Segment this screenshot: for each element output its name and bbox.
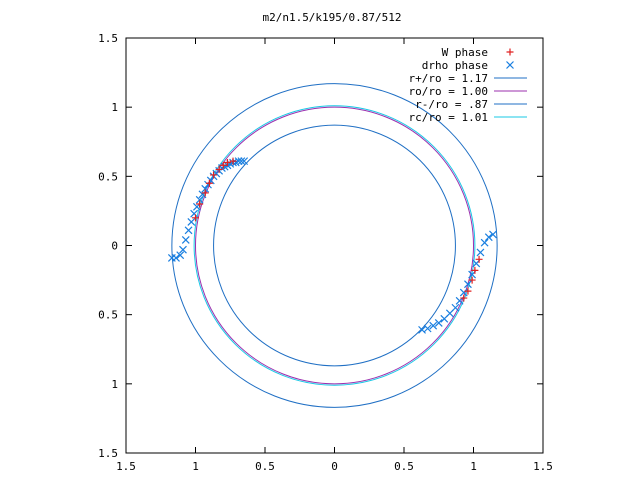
w-phase-point [196, 200, 204, 208]
w-phase-point [471, 266, 479, 274]
drho-phase-point [176, 251, 185, 260]
legend-label: W phase [442, 46, 488, 59]
x-tick-label: 1.5 [116, 460, 136, 473]
legend-label: r+/ro = 1.17 [409, 72, 488, 85]
drho-phase-point [187, 218, 196, 226]
w-phase-point [219, 161, 227, 169]
legend-marker [506, 48, 514, 56]
w-phase-point [223, 159, 231, 166]
x-tick-label: 1 [470, 460, 477, 473]
y-tick-label: 0.5 [98, 309, 118, 322]
w-phase-point [201, 189, 209, 197]
drho-phase-point [204, 180, 212, 189]
x-tick-label: 0 [331, 460, 338, 473]
w-phase-point [468, 276, 476, 284]
axis-ticks: 1.5 1 0.5 0 0.5 1 1.51.510.500.511.5 [98, 32, 553, 473]
w-phase-point [464, 287, 472, 295]
circle-r1.17 [171, 83, 498, 408]
drho-phase-point [480, 238, 489, 247]
legend-label: drho phase [422, 59, 488, 72]
circle-r1 [195, 106, 474, 385]
drho-phase-point [181, 236, 190, 244]
drho-phase-point [434, 319, 443, 327]
y-tick-label: 0 [111, 240, 118, 253]
drho-phase-point [234, 157, 243, 166]
w-phase-point [475, 255, 483, 263]
drho-phase-point [201, 184, 210, 193]
drho-phase-point [464, 280, 472, 289]
y-tick-label: 1.5 [98, 447, 118, 460]
drho-phase-point [489, 230, 497, 239]
legend-label: rc/ro = 1.01 [409, 111, 488, 124]
y-tick-label: 1.5 [98, 32, 118, 45]
w-phase-point [205, 179, 213, 187]
y-tick-label: 1 [111, 101, 118, 114]
drho-phase-point [190, 209, 199, 218]
phase-points [167, 157, 497, 334]
drho-phase-point [429, 321, 438, 330]
drho-phase-point [184, 226, 193, 235]
drho-phase-point [459, 288, 468, 297]
w-phase-point [460, 294, 468, 302]
w-phase-point [229, 157, 237, 165]
x-tick-label: 1 [192, 460, 199, 473]
circle-r0.87 [213, 124, 456, 367]
drho-phase-point [237, 157, 246, 166]
w-phase-point [210, 171, 218, 179]
w-phase-point [215, 165, 223, 173]
reference-circles [171, 83, 498, 408]
x-tick-label: 0.5 [394, 460, 414, 473]
drho-phase-point [484, 233, 493, 242]
drho-phase-point [172, 254, 180, 262]
x-tick-label: 1.5 [533, 460, 553, 473]
chart-title: m2/n1.5/k195/0.87/512 [262, 11, 401, 24]
drho-phase-point [451, 303, 460, 312]
drho-phase-point [476, 248, 485, 257]
drho-phase-point [179, 245, 187, 254]
legend-marker [506, 61, 514, 69]
x-tick-label: 0.5 [255, 460, 275, 473]
y-tick-label: 1 [111, 378, 118, 391]
drho-phase-point [195, 195, 204, 204]
drho-phase-point [240, 157, 249, 166]
legend-label: ro/ro = 1.00 [409, 85, 488, 98]
legend-label: r-/ro = .87 [415, 98, 488, 111]
circle-r1.01 [193, 105, 476, 386]
drho-phase-point [423, 324, 432, 333]
w-phase-point [192, 214, 199, 222]
y-tick-label: 0.5 [98, 170, 118, 183]
